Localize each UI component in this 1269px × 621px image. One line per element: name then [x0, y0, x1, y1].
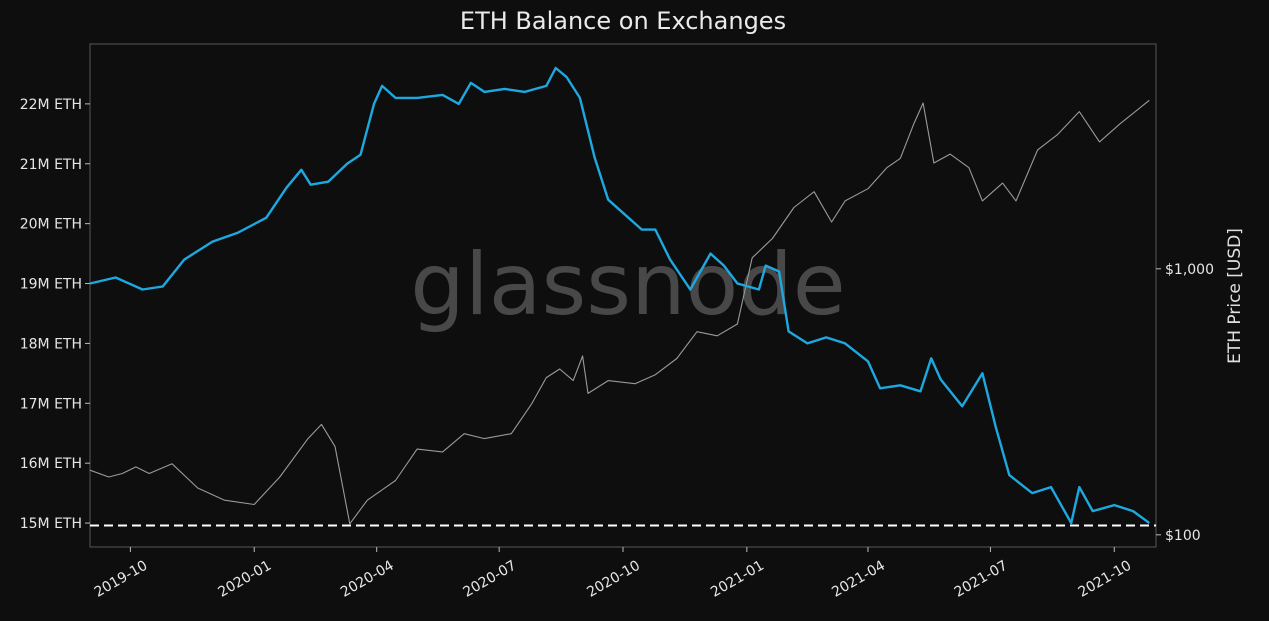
left-y-tick-label: 20M ETH — [20, 217, 82, 233]
eth-balance-line — [89, 66, 1151, 525]
left-y-tick-label: 22M ETH — [20, 97, 82, 113]
left-y-tick-label: 17M ETH — [20, 396, 82, 412]
left-y-tick-label: 18M ETH — [20, 336, 82, 352]
left-y-tick-label: 16M ETH — [20, 456, 82, 472]
right-y-tick-label: $100 — [1165, 528, 1201, 544]
watermark: glassnode — [410, 235, 845, 335]
left-y-axis: 15M ETH 16M ETH 17M ETH 18M ETH 19M ETH 20M E… — [20, 97, 90, 532]
right-y-tick-label: $1,000 — [1165, 262, 1214, 278]
left-y-tick-label: 15M ETH — [20, 516, 82, 532]
eth-price-line — [89, 99, 1150, 525]
right-y-axis-label: ETH Price [USD] — [1225, 228, 1245, 364]
series-layer — [89, 66, 1156, 527]
left-y-tick-label: 19M ETH — [20, 277, 82, 293]
chart-title: ETH Balance on Exchanges — [460, 7, 786, 35]
left-y-tick-label: 21M ETH — [20, 157, 82, 173]
right-y-axis: $100 $1,000 — [1156, 262, 1214, 544]
